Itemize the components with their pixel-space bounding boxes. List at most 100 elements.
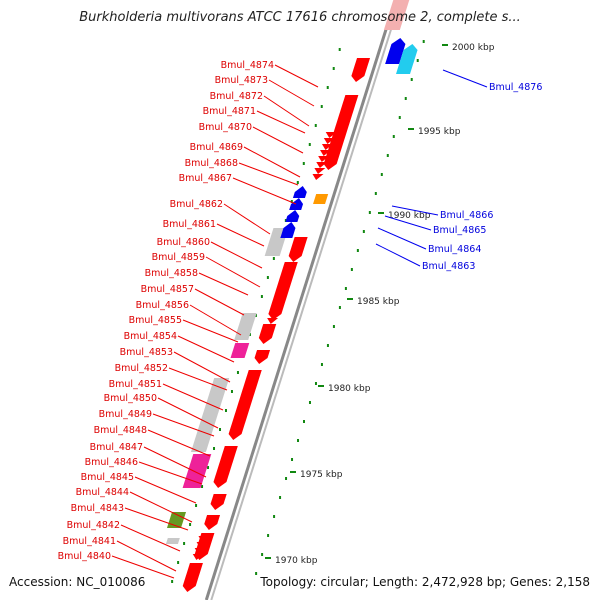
grey-feature <box>190 378 230 452</box>
scale-tick <box>230 390 233 393</box>
reverse-gene-label: Bmul_4872 <box>210 91 263 102</box>
reverse-gene-leader <box>216 223 265 247</box>
reverse-gene-leader <box>138 461 203 485</box>
scale-tick <box>404 97 407 100</box>
forward-gene-label: Bmul_4863 <box>422 261 475 272</box>
reverse-gene-leader <box>268 79 315 107</box>
scale-tick <box>302 162 305 165</box>
scale-tick <box>261 553 264 556</box>
scale-tick <box>422 40 425 43</box>
reverse-gene-label: Bmul_4852 <box>115 363 168 374</box>
scale-tick <box>219 428 221 431</box>
reverse-gene-arrow <box>213 446 238 488</box>
reverse-gene-leader <box>205 256 261 288</box>
reverse-gene-label: Bmul_4861 <box>163 219 216 230</box>
genome-backbone <box>204 0 397 600</box>
forward-gene-label: Bmul_4876 <box>489 82 542 93</box>
scale-major-tick <box>347 298 353 300</box>
reverse-gene-label: Bmul_4858 <box>145 268 198 279</box>
scale-tick <box>236 371 239 374</box>
scale-tick <box>362 230 365 233</box>
reverse-gene-label: Bmul_4870 <box>199 122 252 133</box>
reverse-gene-leader <box>243 146 301 178</box>
scale-tick <box>284 219 287 222</box>
scale-tick <box>416 59 419 62</box>
reverse-gene-leader <box>124 507 189 531</box>
reverse-gene-label: Bmul_4871 <box>203 106 256 117</box>
scale-tick <box>350 268 353 271</box>
reverse-gene-arrow <box>268 262 298 320</box>
reverse-gene-label: Bmul_4842 <box>67 520 120 531</box>
reverse-gene-leader <box>189 304 242 336</box>
scale-tick <box>326 344 329 347</box>
reverse-gene-label: Bmul_4860 <box>157 237 210 248</box>
scale-tick <box>297 439 300 442</box>
reverse-gene-leader <box>232 177 297 205</box>
scale-tick <box>201 485 204 488</box>
reverse-gene-label: Bmul_4848 <box>94 425 147 436</box>
scale-tick <box>356 249 359 252</box>
scale-tick <box>267 534 270 537</box>
reverse-gene-label: Bmul_4862 <box>170 199 223 210</box>
genome-backbone-shadow <box>210 0 402 600</box>
scale-tick <box>195 504 198 507</box>
scale-tick <box>272 257 275 260</box>
forward-gene-leader <box>377 227 427 250</box>
scale-label: 1990 kbp <box>388 211 431 221</box>
scale-tick <box>255 572 258 575</box>
scale-tick <box>279 496 282 499</box>
genome-summary: Topology: circular; Length: 2,472,928 bp… <box>260 575 590 589</box>
scale-major-tick <box>290 471 296 473</box>
scale-tick <box>291 458 294 461</box>
scale-tick <box>338 306 341 309</box>
reverse-gene-chevron <box>325 132 337 138</box>
scale-tick <box>183 542 186 545</box>
scale-tick <box>374 192 377 195</box>
scale-tick <box>224 409 227 412</box>
reverse-gene-leader <box>198 272 249 296</box>
scale-tick <box>368 211 371 214</box>
forward-gene-leader <box>375 243 421 267</box>
grey-feature <box>234 313 257 340</box>
reverse-gene-leader <box>238 162 299 186</box>
reverse-gene-label: Bmul_4857 <box>141 284 194 295</box>
forward-gene-arrow <box>385 38 406 64</box>
reverse-gene-leader <box>194 288 245 316</box>
scale-tick <box>344 287 347 290</box>
reverse-gene-arrow <box>210 494 227 510</box>
forward-gene-arrow <box>289 198 304 210</box>
forward-gene-arrow <box>280 222 296 238</box>
reverse-gene-leader <box>252 126 304 154</box>
forward-gene-leader <box>391 205 439 216</box>
scale-tick <box>326 86 329 89</box>
reverse-gene-chevron <box>316 162 328 168</box>
reverse-gene-arrow <box>351 58 371 82</box>
scale-tick <box>207 466 210 469</box>
scale-tick <box>273 515 276 518</box>
forward-gene-leader <box>442 69 488 88</box>
reverse-gene-chevron <box>263 330 275 336</box>
reverse-gene-leader <box>274 64 319 88</box>
scale-tick <box>410 78 413 81</box>
reverse-gene-leader <box>129 491 193 523</box>
reverse-gene-arrow <box>182 563 203 592</box>
scale-label: 2000 kbp <box>452 43 495 53</box>
reverse-gene-leader <box>173 351 231 383</box>
scale-tick <box>177 561 180 564</box>
reverse-gene-leader <box>210 241 263 269</box>
reverse-gene-label: Bmul_4844 <box>76 487 129 498</box>
reverse-gene-leader <box>162 383 224 411</box>
forward-gene-arrow <box>292 186 307 198</box>
reverse-gene-chevron <box>267 318 279 324</box>
reverse-gene-chevron <box>323 138 335 144</box>
scale-label: 1975 kbp <box>300 470 343 480</box>
scale-tick <box>320 105 323 108</box>
reverse-gene-label: Bmul_4855 <box>129 315 182 326</box>
cyan-feature <box>395 44 418 74</box>
scale-tick <box>296 181 299 184</box>
scale-tick <box>285 477 288 480</box>
reverse-gene-leader <box>177 335 235 363</box>
reverse-gene-leader <box>157 397 219 429</box>
